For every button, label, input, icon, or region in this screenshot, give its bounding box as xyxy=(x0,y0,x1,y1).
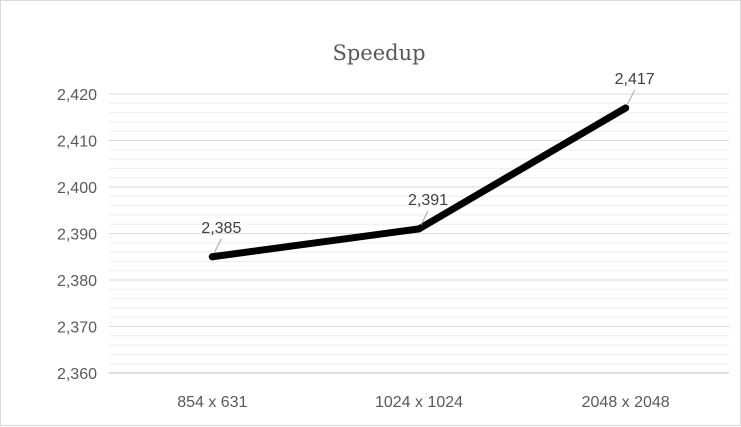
axes: 2,360 2,370 2,380 2,390 2,400 2,410 2,420 854 x… xyxy=(57,87,729,411)
y-tick-label: 2,390 xyxy=(57,227,97,244)
x-tick-label: 2048 x 2048 xyxy=(582,394,670,411)
x-tick-label: 854 x 631 xyxy=(177,394,247,411)
data-label-leader xyxy=(627,89,636,105)
series-line xyxy=(208,104,630,261)
y-tick-label: 2,410 xyxy=(57,134,97,151)
gridlines xyxy=(109,93,729,374)
y-tick-label: 2,420 xyxy=(57,87,97,104)
data-label-leader xyxy=(213,238,222,253)
series xyxy=(208,104,630,261)
data-label: 2,391 xyxy=(408,192,448,209)
y-tick-label: 2,360 xyxy=(57,366,97,383)
chart-title: Speedup xyxy=(332,41,425,65)
data-label: 2,385 xyxy=(201,220,241,237)
x-tick-label: 1024 x 1024 xyxy=(375,394,463,411)
y-tick-label: 2,370 xyxy=(57,320,97,337)
data-label-leader xyxy=(420,210,429,226)
data-labels: 2,385 2,391 2,417 xyxy=(201,71,655,253)
data-point xyxy=(622,104,630,112)
y-tick-label: 2,400 xyxy=(57,180,97,197)
data-point xyxy=(415,225,423,233)
y-tick-label: 2,380 xyxy=(57,273,97,290)
data-label: 2,417 xyxy=(615,71,655,88)
data-point xyxy=(208,253,216,261)
